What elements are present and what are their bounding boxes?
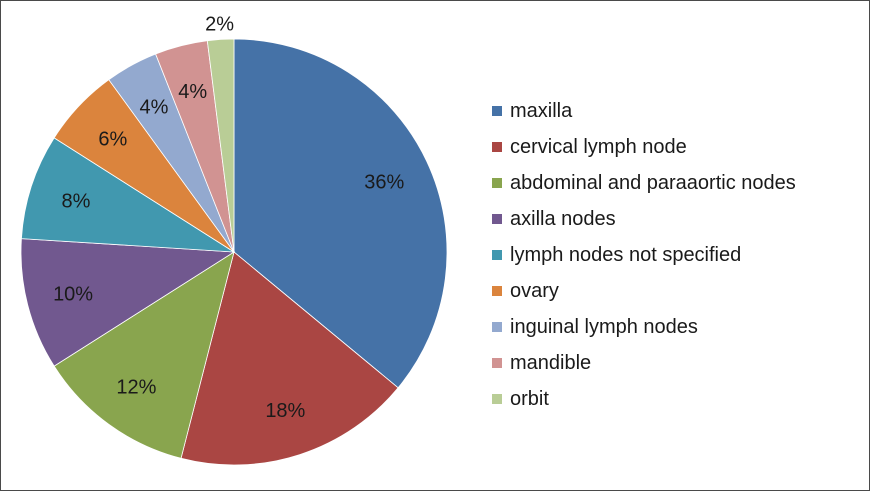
legend-swatch xyxy=(492,286,502,296)
pie-slice-3 xyxy=(53,251,235,459)
pie-slice-5 xyxy=(20,137,235,253)
legend-label: abdominal and paraaortic nodes xyxy=(510,171,796,194)
legend-item-5: lymph nodes not specified xyxy=(492,237,796,273)
legend-label: cervical lymph node xyxy=(510,135,687,158)
legend-swatch xyxy=(492,250,502,260)
slice-label-7: 4% xyxy=(140,96,169,118)
legend-swatch xyxy=(492,106,502,116)
legend-swatch xyxy=(492,178,502,188)
legend-label: orbit xyxy=(510,387,549,410)
legend-swatch xyxy=(492,358,502,368)
pie-slice-9 xyxy=(206,38,235,253)
slice-label-4: 10% xyxy=(53,283,93,305)
slice-label-8: 4% xyxy=(178,81,207,103)
legend-label: mandible xyxy=(510,351,592,374)
legend-item-1: maxilla xyxy=(492,93,796,129)
slice-label-1: 36% xyxy=(364,171,404,193)
legend-swatch xyxy=(492,214,502,224)
pie-slice-1 xyxy=(233,38,448,389)
legend-item-8: mandible xyxy=(492,345,796,381)
legend: maxilla cervical lymph node abdominal and … xyxy=(492,93,796,417)
pie-slice-4 xyxy=(20,238,236,367)
pie-slice-2 xyxy=(180,251,399,466)
legend-item-2: cervical lymph node xyxy=(492,129,796,165)
legend-swatch xyxy=(492,142,502,152)
legend-item-4: axilla nodes xyxy=(492,201,796,237)
legend-item-3: abdominal and paraaortic nodes xyxy=(492,165,796,201)
legend-item-7: inguinal lymph nodes xyxy=(492,309,796,345)
legend-item-6: ovary xyxy=(492,273,796,309)
legend-swatch xyxy=(492,322,502,332)
legend-label: ovary xyxy=(510,279,559,302)
legend-label: lymph nodes not specified xyxy=(510,243,742,266)
legend-label: axilla nodes xyxy=(510,207,616,230)
slice-label-5: 8% xyxy=(62,191,91,213)
slice-label-2: 18% xyxy=(265,400,305,422)
legend-item-9: orbit xyxy=(492,381,796,417)
legend-swatch xyxy=(492,394,502,404)
slice-label-3: 12% xyxy=(116,376,156,398)
legend-label: inguinal lymph nodes xyxy=(510,315,698,338)
slice-label-9: 2% xyxy=(205,13,234,35)
legend-label: maxilla xyxy=(510,99,573,122)
slice-label-6: 6% xyxy=(98,128,127,150)
